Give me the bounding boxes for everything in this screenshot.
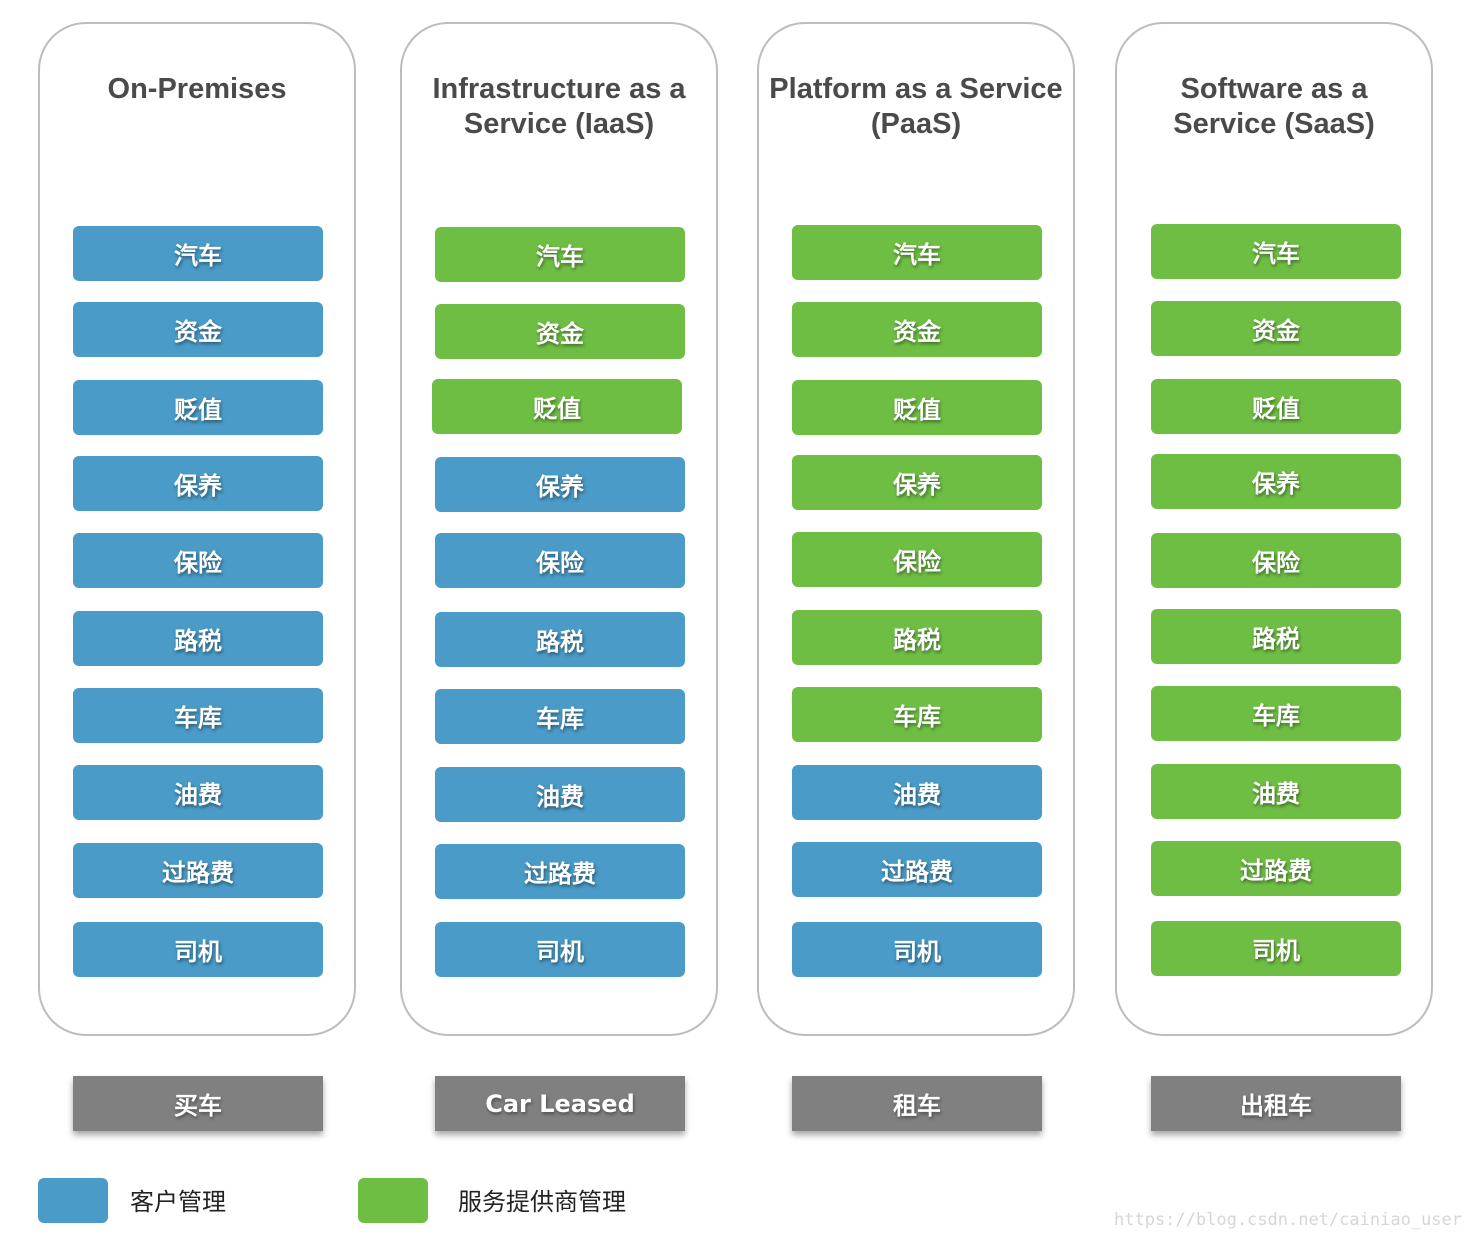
- item-box: 贬值: [73, 380, 323, 435]
- item-box: 油费: [1151, 764, 1401, 819]
- item-label: 保养: [536, 473, 584, 501]
- item-label: 路税: [174, 627, 222, 655]
- footer-label: 买车: [174, 1092, 222, 1120]
- item-box: 过路费: [1151, 841, 1401, 896]
- item-box: 司机: [792, 922, 1042, 977]
- item-label: 路税: [536, 628, 584, 656]
- item-label: 汽车: [536, 243, 584, 271]
- column-title: Infrastructure as a Service (IaaS): [432, 73, 686, 140]
- item-box: 保险: [73, 533, 323, 588]
- footer-label: 租车: [893, 1092, 941, 1120]
- item-box: 保险: [435, 533, 685, 588]
- item-label: 资金: [174, 318, 222, 346]
- column-title: Software as a Service (SaaS): [1173, 73, 1375, 140]
- footer-label: 出租车: [1240, 1092, 1312, 1120]
- item-box: 保养: [1151, 454, 1401, 509]
- item-label: 资金: [893, 318, 941, 346]
- item-label: 汽车: [893, 241, 941, 269]
- item-box: 保养: [435, 457, 685, 512]
- item-label: 资金: [536, 320, 584, 348]
- item-label: 过路费: [162, 859, 234, 887]
- item-box: 油费: [73, 765, 323, 820]
- legend-swatch-provider: [358, 1178, 428, 1223]
- item-box: 保养: [792, 455, 1042, 510]
- item-box: 资金: [73, 302, 323, 357]
- footer-box-taxi: 出租车: [1151, 1076, 1401, 1131]
- item-box: 路税: [1151, 609, 1401, 664]
- item-box: 司机: [1151, 921, 1401, 976]
- item-label: 保养: [893, 471, 941, 499]
- item-box: 保险: [1151, 533, 1401, 588]
- item-box: 过路费: [73, 843, 323, 898]
- item-label: 司机: [1252, 937, 1300, 965]
- column-title: Platform as a Service (PaaS): [769, 73, 1063, 140]
- item-label: 油费: [174, 781, 222, 809]
- column-title: On-Premises: [107, 73, 287, 105]
- item-box: 汽车: [1151, 224, 1401, 279]
- item-label: 贬值: [1252, 395, 1300, 423]
- item-box: 保险: [792, 532, 1042, 587]
- item-box: 车库: [1151, 686, 1401, 741]
- item-box: 汽车: [435, 227, 685, 282]
- item-label: 司机: [893, 938, 941, 966]
- item-label: 贬值: [893, 396, 941, 424]
- item-box: 车库: [73, 688, 323, 743]
- item-label: 资金: [1252, 317, 1300, 345]
- footer-box-car-leased: Car Leased: [435, 1076, 685, 1131]
- legend-swatch-customer: [38, 1178, 108, 1223]
- item-box: 保养: [73, 456, 323, 511]
- item-label: 过路费: [1240, 857, 1312, 885]
- item-label: 保险: [174, 549, 222, 577]
- item-label: 路税: [1252, 625, 1300, 653]
- item-box: 资金: [435, 304, 685, 359]
- item-label: 贬值: [174, 396, 222, 424]
- item-label: 油费: [536, 783, 584, 811]
- item-label: 油费: [1252, 780, 1300, 808]
- item-box: 过路费: [435, 844, 685, 899]
- item-label: 贬值: [533, 395, 581, 423]
- item-label: 车库: [1252, 702, 1300, 730]
- item-label: 过路费: [881, 858, 953, 886]
- item-label: 司机: [536, 938, 584, 966]
- item-box: 贬值: [432, 379, 682, 434]
- item-box: 司机: [435, 922, 685, 977]
- item-label: 保养: [174, 472, 222, 500]
- item-box: 车库: [792, 687, 1042, 742]
- item-label: 油费: [893, 781, 941, 809]
- item-label: 车库: [536, 705, 584, 733]
- item-box: 路税: [73, 611, 323, 666]
- item-label: 车库: [893, 703, 941, 731]
- item-box: 资金: [1151, 301, 1401, 356]
- item-box: 油费: [792, 765, 1042, 820]
- item-label: 保险: [1252, 549, 1300, 577]
- item-box: 汽车: [792, 225, 1042, 280]
- item-label: 汽车: [1252, 240, 1300, 268]
- footer-box-rent-car: 租车: [792, 1076, 1042, 1131]
- item-box: 车库: [435, 689, 685, 744]
- item-box: 路税: [792, 610, 1042, 665]
- item-label: 保险: [536, 549, 584, 577]
- item-label: 车库: [174, 704, 222, 732]
- item-box: 司机: [73, 922, 323, 977]
- item-box: 油费: [435, 767, 685, 822]
- footer-label: Car Leased: [485, 1089, 635, 1118]
- item-box: 路税: [435, 612, 685, 667]
- item-box: 汽车: [73, 226, 323, 281]
- item-label: 汽车: [174, 242, 222, 270]
- item-label: 保险: [893, 548, 941, 576]
- item-label: 路税: [893, 626, 941, 654]
- legend-label-provider: 服务提供商管理: [458, 1188, 626, 1216]
- item-box: 贬值: [792, 380, 1042, 435]
- footer-box-buy-car: 买车: [73, 1076, 323, 1131]
- item-box: 资金: [792, 302, 1042, 357]
- watermark: https://blog.csdn.net/cainiao_user: [1114, 1210, 1462, 1230]
- legend-label-customer: 客户管理: [130, 1188, 226, 1216]
- item-label: 保养: [1252, 470, 1300, 498]
- item-label: 司机: [174, 938, 222, 966]
- item-label: 过路费: [524, 860, 596, 888]
- item-box: 过路费: [792, 842, 1042, 897]
- item-box: 贬值: [1151, 379, 1401, 434]
